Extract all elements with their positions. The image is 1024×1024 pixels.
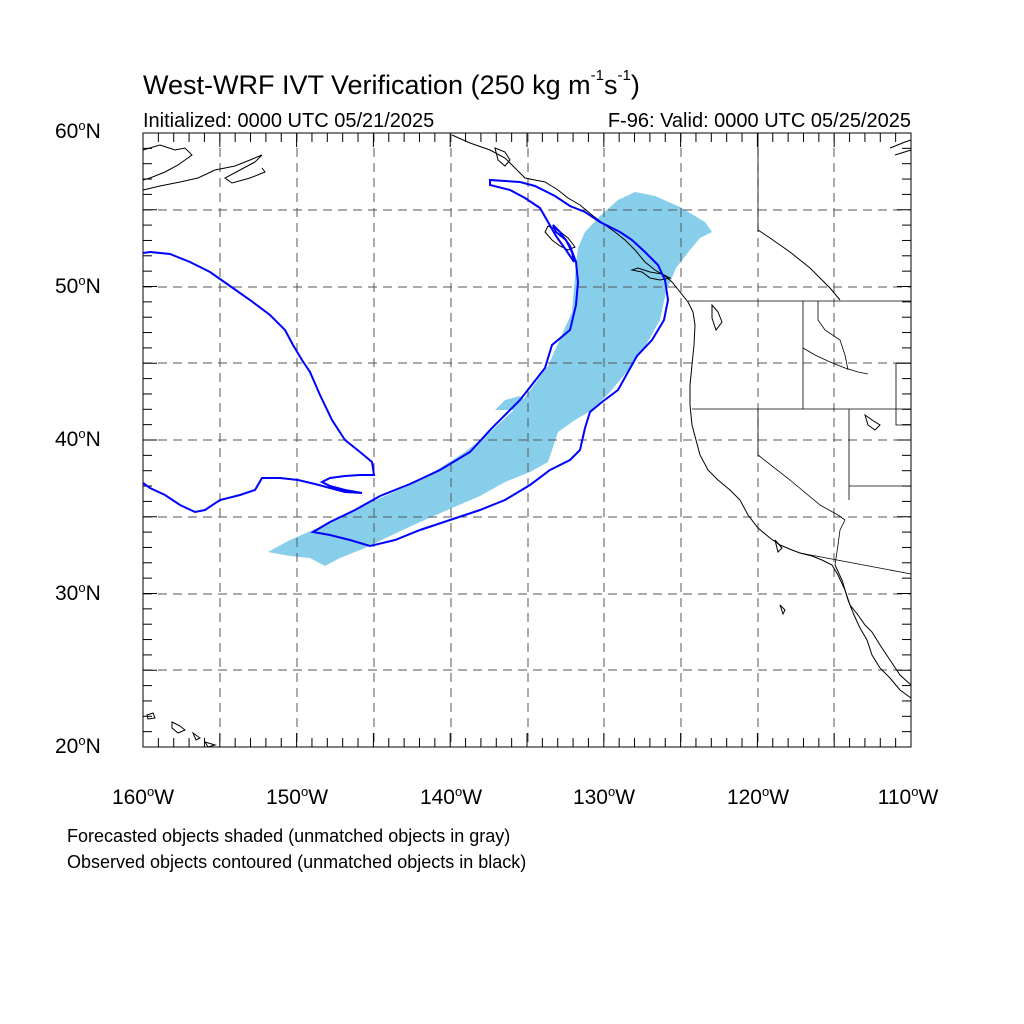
- lat-label-60: 60oN: [55, 118, 101, 143]
- lat-label-50: 50oN: [55, 273, 101, 298]
- lat-label-30: 30oN: [55, 580, 101, 605]
- observed-unmatched-contour: [142, 250, 376, 514]
- map-title: West-WRF IVT Verification (250 kg m-1s-1…: [143, 67, 640, 100]
- observed-ivt-contour: [310, 178, 670, 548]
- lon-label-130: 130oW: [572, 784, 636, 809]
- forecast-ivt-object: [268, 192, 712, 566]
- lon-label-150: 150oW: [265, 784, 329, 809]
- axis-ticks: [142, 132, 912, 748]
- lat-label-40: 40oN: [55, 426, 101, 451]
- lon-label-140: 140oW: [419, 784, 483, 809]
- graticule: [143, 133, 911, 747]
- lon-label-160: 160oW: [111, 784, 175, 809]
- initialized-label: Initialized: 0000 UTC 05/21/2025: [143, 110, 435, 132]
- state-borders: [688, 133, 912, 575]
- valid-time-label: F-96: Valid: 0000 UTC 05/25/2025: [607, 110, 911, 132]
- lat-label-20: 20oN: [55, 733, 101, 758]
- lon-label-110: 110oW: [877, 784, 939, 809]
- observed-note: Observed objects contoured (unmatched ob…: [67, 852, 527, 872]
- forecast-note: Forecasted objects shaded (unmatched obj…: [67, 826, 511, 846]
- lon-label-120: 120oW: [726, 784, 790, 809]
